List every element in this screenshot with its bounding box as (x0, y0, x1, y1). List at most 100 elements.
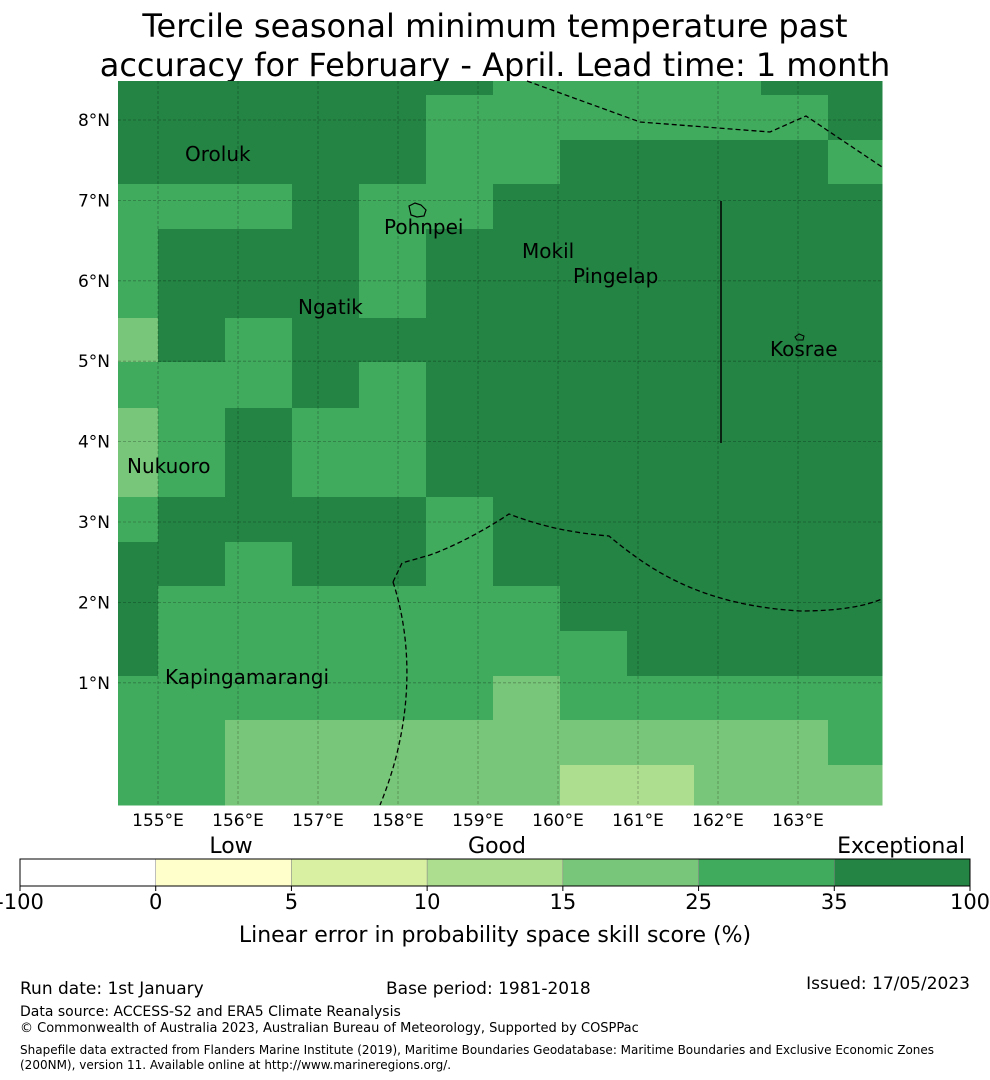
copyright: © Commonwealth of Australia 2023, Austra… (20, 1021, 639, 1036)
grid-cell (627, 362, 695, 409)
grid-cell (426, 140, 494, 185)
colorbar: -100 0 5 10 15 25 35 100 (0, 858, 990, 914)
grid-cell (359, 81, 427, 96)
grid-cell (493, 586, 561, 632)
grid-cell (627, 318, 695, 363)
colorbar-segment (291, 858, 428, 887)
grid-cell (118, 362, 159, 409)
grid-cell (359, 676, 427, 721)
grid-cell (158, 676, 226, 721)
grid-cell (359, 452, 427, 498)
grid-cell (225, 184, 293, 230)
grid-cell (118, 140, 159, 185)
grid-cell (225, 720, 293, 766)
grid-cell (359, 542, 427, 587)
grid-cell (560, 720, 628, 766)
grid-cell (118, 586, 159, 632)
grid-cell (426, 184, 494, 230)
grid-cell (761, 542, 829, 587)
eez-boundaries (379, 80, 883, 806)
grid-cell (694, 497, 762, 543)
latitude-tick-label: 8°N (78, 111, 110, 131)
grid-cell (560, 497, 628, 543)
grid-cell (359, 586, 427, 632)
grid-cell (292, 497, 360, 543)
grid-cell (118, 765, 159, 806)
place-label-ngatik: Ngatik (298, 295, 363, 319)
legend-category-good: Good (468, 834, 526, 859)
grid-cell (761, 497, 829, 543)
grid-cell (158, 586, 226, 632)
longitude-tick-label: 159°E (452, 811, 504, 831)
grid-cell (426, 497, 494, 543)
grid-cell (560, 362, 628, 409)
latitude-tick-label: 2°N (78, 593, 110, 613)
issued-date: Issued: 17/05/2023 (806, 974, 970, 994)
pohnpei-island-outline (408, 202, 427, 218)
grid-cell (828, 542, 883, 587)
grid-cell (225, 452, 293, 498)
grid-cell (828, 184, 883, 230)
grid-cell (158, 229, 226, 274)
grid-cell (359, 408, 427, 453)
grid-cell (292, 318, 360, 363)
grid-cell (560, 765, 628, 806)
grid-cell (627, 586, 695, 632)
grid-cell (694, 720, 762, 766)
shapefile-credit-line-1: Shapefile data extracted from Flanders M… (20, 1043, 934, 1057)
grid-cell (560, 452, 628, 498)
grid-cell (828, 452, 883, 498)
colorbar-tick-label: -100 (0, 890, 44, 914)
grid-cell (158, 765, 226, 806)
grid-cell (560, 140, 628, 185)
grid-cell (560, 184, 628, 230)
latitude-tick-label: 6°N (78, 272, 110, 292)
grid-cell (493, 229, 561, 274)
grid-cell (118, 408, 159, 453)
grid-cell (426, 229, 494, 274)
grid-cell (225, 229, 293, 274)
colorbar-tick-label: 25 (685, 890, 712, 914)
grid-cell (359, 765, 427, 806)
grid-cell (158, 184, 226, 230)
grid-cell (426, 631, 494, 677)
grid-cell (560, 273, 628, 319)
grid-cell (225, 542, 293, 587)
grid-cell (627, 273, 695, 319)
grid-cell (761, 631, 829, 677)
place-label-pingelap: Pingelap (573, 264, 658, 288)
place-label-pohnpei: Pohnpei (384, 215, 464, 239)
grid-cell (761, 81, 829, 96)
grid-cell (493, 497, 561, 543)
grid-cell (694, 452, 762, 498)
grid-cell (118, 81, 159, 96)
longitude-tick-label: 161°E (612, 811, 664, 831)
colorbar-tick-label: 0 (149, 890, 162, 914)
place-label-mokil: Mokil (522, 239, 574, 263)
graticule (118, 81, 882, 805)
grid-cell (359, 318, 427, 363)
eez-boundary-north (526, 80, 883, 168)
grid-cell (225, 273, 293, 319)
longitude-tick-label: 160°E (532, 811, 584, 831)
longitude-tick-label: 158°E (372, 811, 424, 831)
grid-cell (761, 273, 829, 319)
colorbar-segment (19, 858, 156, 887)
grid-cell (828, 140, 883, 185)
grid-cell (292, 95, 360, 141)
grid-cell (761, 140, 829, 185)
grid-cell (225, 362, 293, 409)
grid-cell (225, 676, 293, 721)
grid-cell (828, 81, 883, 96)
grid-cell (761, 586, 829, 632)
grid-cell (828, 586, 883, 632)
grid-cell (694, 229, 762, 274)
grid-cell (828, 720, 883, 766)
grid-cell (118, 452, 159, 498)
grid-cell (158, 631, 226, 677)
grid-cell (560, 408, 628, 453)
grid-cell (627, 452, 695, 498)
grid-cell (118, 229, 159, 274)
place-label-oroluk: Oroluk (185, 142, 251, 166)
